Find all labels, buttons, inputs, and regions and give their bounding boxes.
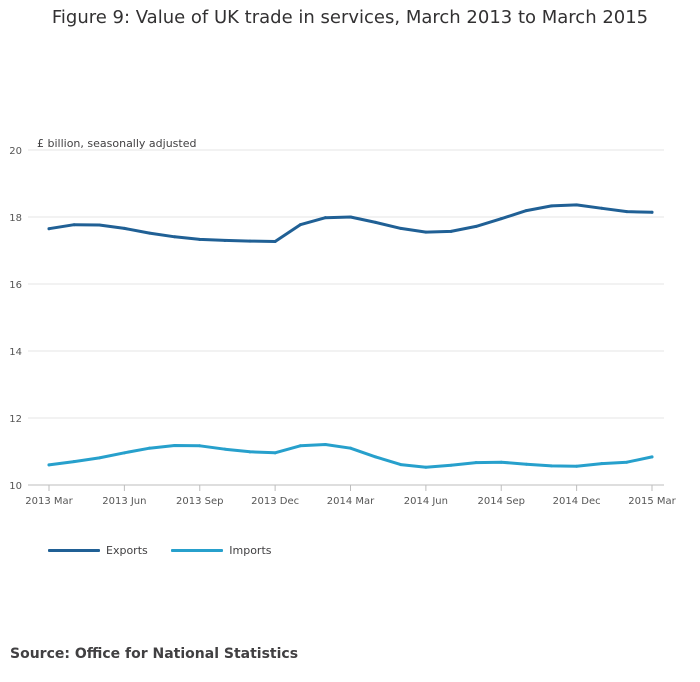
data-point-exports	[625, 210, 629, 214]
data-point-imports	[550, 464, 553, 468]
data-point-exports	[349, 215, 352, 219]
data-point-exports	[72, 223, 76, 227]
legend-swatch-imports	[171, 549, 224, 552]
data-point-exports	[524, 209, 528, 213]
x-tick-label: 2013 Dec	[251, 496, 299, 507]
data-point-imports	[97, 456, 101, 460]
series-lines	[47, 203, 654, 469]
legend-label-imports: Imports	[229, 544, 272, 557]
y-tick-label: 20	[9, 146, 22, 157]
y-tick-label: 16	[9, 280, 22, 291]
data-point-imports	[248, 450, 252, 454]
x-tick-label: 2014 Dec	[553, 496, 601, 507]
data-point-exports	[499, 217, 503, 221]
data-point-exports	[424, 230, 428, 234]
data-point-imports	[47, 463, 51, 467]
data-point-imports	[600, 462, 604, 466]
chart-title: Figure 9: Value of UK trade in services,…	[51, 7, 649, 28]
data-point-exports	[47, 227, 51, 231]
data-point-imports	[323, 442, 327, 446]
y-tick-label: 18	[9, 213, 22, 224]
data-point-imports	[424, 465, 428, 469]
data-point-exports	[223, 238, 227, 242]
data-point-imports	[575, 464, 579, 468]
data-point-imports	[474, 461, 478, 465]
data-point-imports	[122, 451, 126, 455]
data-point-exports	[600, 206, 604, 210]
data-point-imports	[399, 463, 403, 467]
data-point-exports	[173, 235, 177, 239]
y-tick-label: 10	[9, 481, 22, 492]
data-point-exports	[97, 223, 101, 227]
data-point-exports	[248, 239, 252, 243]
data-point-exports	[298, 223, 302, 227]
data-point-imports	[449, 463, 453, 467]
source-note: Source: Office for National Statistics	[10, 646, 299, 662]
data-point-exports	[474, 224, 478, 228]
data-point-exports	[449, 229, 453, 233]
x-tick-label: 2013 Sep	[176, 496, 223, 507]
data-point-imports	[374, 455, 378, 459]
legend-item-exports: Exports	[48, 544, 148, 557]
x-tick-label: 2014 Jun	[404, 496, 448, 507]
y-tick-labels: 10 12 14 16 18 20	[9, 146, 22, 492]
data-point-imports	[524, 462, 528, 466]
gridlines	[28, 149, 664, 486]
y-tick-label: 14	[9, 347, 22, 358]
data-point-imports	[72, 460, 76, 464]
data-point-exports	[122, 226, 126, 230]
data-point-exports	[399, 226, 403, 230]
x-tick-label: 2014 Sep	[478, 496, 525, 507]
data-point-exports	[550, 204, 553, 208]
data-point-imports	[173, 443, 177, 447]
data-point-exports	[650, 210, 654, 214]
data-point-exports	[323, 216, 327, 220]
data-point-imports	[349, 446, 352, 450]
legend: Exports Imports	[48, 542, 292, 557]
x-tick-labels: 2013 Mar 2013 Jun 2013 Sep 2013 Dec 2014 Mar…	[25, 485, 677, 507]
data-point-imports	[198, 444, 202, 448]
data-point-imports	[298, 444, 302, 448]
data-point-imports	[223, 447, 227, 451]
data-point-imports	[650, 455, 654, 459]
data-point-imports	[273, 451, 277, 455]
x-tick-label: 2015 Mar	[628, 496, 676, 507]
legend-swatch-exports	[48, 549, 100, 552]
data-point-imports	[148, 446, 151, 450]
x-tick-label: 2013 Mar	[25, 496, 73, 507]
legend-label-exports: Exports	[106, 544, 148, 557]
y-tick-label: 12	[9, 414, 22, 425]
series-line-exports	[47, 203, 654, 243]
y-axis-label: £ billion, seasonally adjusted	[37, 137, 196, 150]
data-point-imports	[499, 460, 503, 464]
data-point-exports	[148, 231, 151, 235]
data-point-exports	[273, 239, 277, 243]
x-tick-label: 2014 Mar	[327, 496, 375, 507]
data-point-exports	[198, 237, 202, 241]
data-point-imports	[625, 460, 629, 464]
data-point-exports	[374, 220, 378, 224]
x-tick-label: 2013 Jun	[102, 496, 146, 507]
data-point-exports	[575, 203, 579, 207]
legend-item-imports: Imports	[171, 544, 272, 557]
